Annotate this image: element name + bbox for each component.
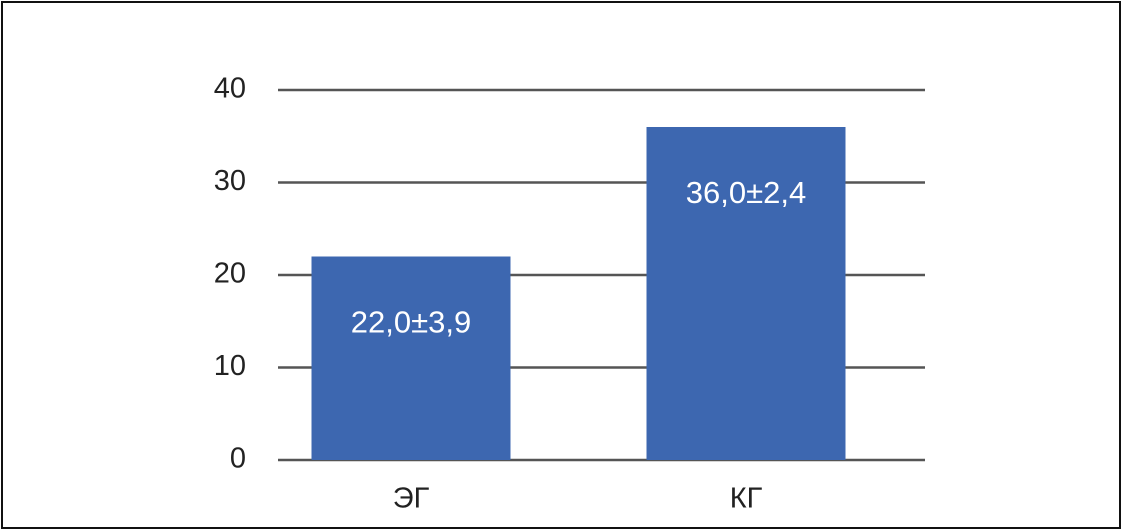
- x-tick-label: КГ: [730, 483, 763, 515]
- y-tick-label: 10: [214, 350, 246, 382]
- bar: [646, 127, 846, 460]
- y-tick-label: 20: [214, 258, 246, 290]
- value-label: 22,0±3,9: [351, 305, 471, 340]
- x-tick-label: ЭГ: [393, 483, 430, 515]
- bar: [311, 256, 511, 460]
- value-label: 36,0±2,4: [686, 175, 806, 210]
- y-tick-label: 0: [230, 443, 246, 475]
- y-tick-label: 30: [214, 165, 246, 197]
- y-tick-label: 40: [214, 73, 246, 105]
